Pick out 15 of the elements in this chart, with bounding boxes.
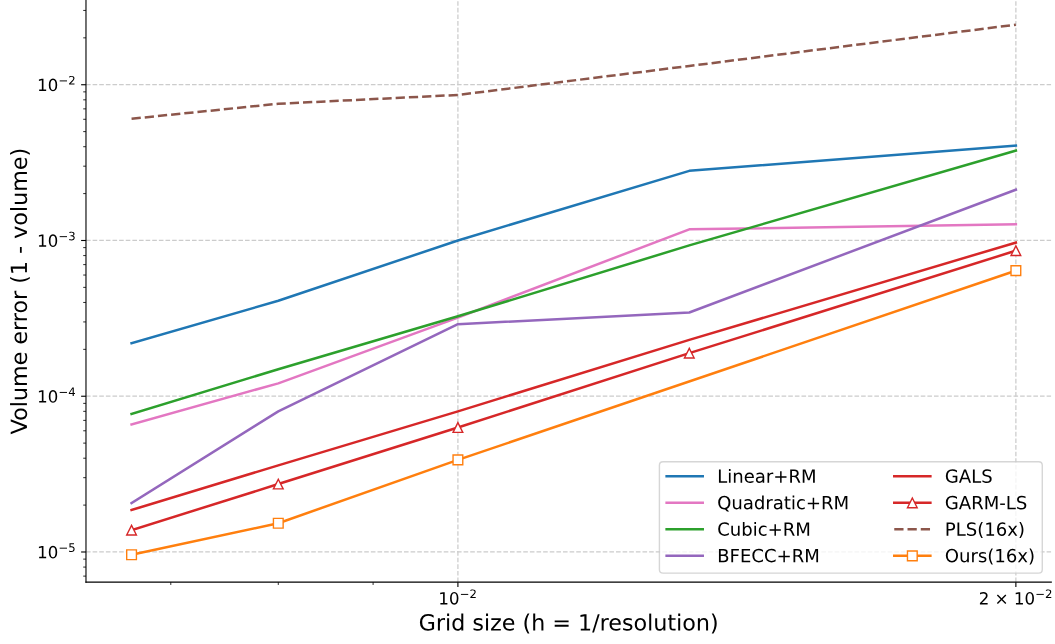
legend-label: Ours(16x) [945,548,1034,565]
legend-label: Linear+RM [718,468,815,483]
legend-label: GARM-LS [945,495,1027,510]
y-tick-label: 10$^{−2}$ [38,75,75,92]
legend-label: BFECC+RM [718,548,819,563]
legend-label: PLS(16x) [946,521,1024,539]
legend-label: GALS [945,469,992,483]
y-tick-label: 10$^{−4}$ [38,387,75,403]
legend-label: Cubic+RM [718,521,810,536]
y-tick-label: 10$^{−5}$ [38,543,75,559]
x-axis-title: Grid size (h = 1/resolution) [419,613,717,634]
y-tick-label: 10$^{−3}$ [38,231,75,247]
legend-label: Quadratic+RM [718,495,848,512]
x-tick-label: 2 × 10$^{−2}$ [979,589,1052,605]
y-axis-title: Volume error (1 - volume) [10,149,30,435]
